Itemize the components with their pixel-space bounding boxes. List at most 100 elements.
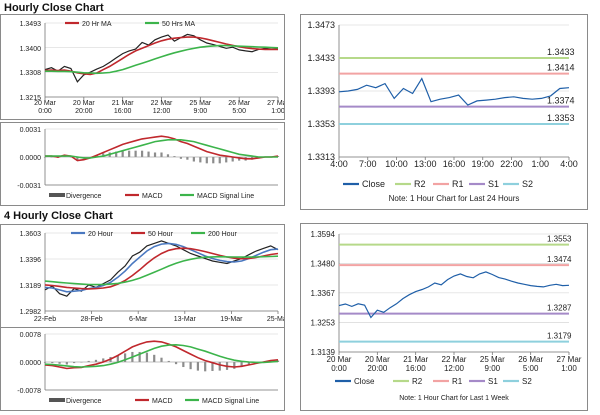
- x-tick-label: 26 Mar 5:00: [518, 355, 543, 373]
- legend-label: Divergence: [66, 193, 102, 200]
- legend-label: R2: [412, 377, 423, 386]
- divergence-bar: [218, 362, 221, 371]
- x-tick-label: 4:00: [560, 159, 578, 169]
- four-hourly-week-panel: 1.3594 1.3480 1.3367 1.3253 1.3139 20 Mar 0:00…: [300, 223, 588, 411]
- divergence-bar: [128, 150, 131, 157]
- divergence-bar: [121, 150, 124, 157]
- divergence-bar: [186, 157, 189, 160]
- legend-label: R2: [414, 179, 426, 189]
- legend-label: S1: [488, 179, 499, 189]
- divergence-bar: [123, 353, 127, 362]
- level-label-r1: 1.3414: [547, 63, 575, 73]
- x-tick-label: 7:00: [359, 159, 377, 169]
- y-tick-label: 1.3189: [20, 283, 42, 290]
- series-line-50-hrs-ma: [45, 44, 279, 75]
- legend-swatch: [49, 193, 65, 197]
- chart-note: Note: 1 Hour Chart for Last 24 Hours: [389, 194, 520, 203]
- series-line-200-hour: [44, 255, 279, 286]
- divergence-bar: [153, 152, 157, 157]
- legend-label: 50 Hour: [148, 231, 174, 238]
- series-line-close: [338, 77, 570, 106]
- divergence-bar: [153, 354, 156, 362]
- y-tick-label: 0.0000: [20, 155, 42, 162]
- y-tick-label: 1.3253: [311, 318, 336, 327]
- x-tick-label: 20 Mar 0:00: [327, 355, 352, 373]
- legend-label: S2: [522, 377, 532, 386]
- series-line-macd-signal-line: [45, 138, 278, 159]
- legend-label: MACD: [142, 193, 163, 200]
- legend-label: 20 Hr MA: [82, 21, 112, 28]
- y-tick-label: 1.3473: [307, 20, 335, 30]
- hourly-macd-chart: 0.0031 0.0000 -0.0031 Divergence MACD MACD Si…: [17, 127, 280, 200]
- divergence-bar: [179, 157, 183, 159]
- divergence-bar: [199, 157, 202, 163]
- divergence-bar: [240, 362, 243, 368]
- y-tick-label: 0.0000: [20, 360, 42, 367]
- divergence-bar: [116, 355, 119, 362]
- series-line-50-hour: [44, 247, 279, 290]
- series-line-20-hr-ma: [44, 36, 278, 76]
- legend-label: MACD Signal Line: [197, 193, 254, 200]
- x-tick-label: 22:00: [500, 159, 523, 169]
- divergence-bar: [212, 157, 215, 164]
- x-tick-label: 20 Mar 0:00: [34, 100, 56, 115]
- y-tick-label: 1.3308: [20, 70, 42, 77]
- divergence-bar: [138, 351, 141, 362]
- x-tick-label: 10:00: [385, 159, 408, 169]
- y-tick-label: 1.3396: [20, 257, 42, 264]
- x-tick-label: 20 Mar 20:00: [365, 355, 390, 373]
- y-tick-label: -0.0078: [17, 388, 41, 395]
- divergence-bar: [147, 151, 150, 157]
- x-tick-label: 16:00: [443, 159, 466, 169]
- hourly-24h-panel: 1.3473 1.3433 1.3393 1.3353 1.3313 4:00 7:00 10…: [300, 14, 588, 210]
- hourly-macd-panel: 0.0031 0.0000 -0.0031 Divergence MACD MACD Si…: [0, 122, 285, 206]
- legend-label: S1: [488, 377, 498, 386]
- x-tick-label: 1:00: [531, 159, 549, 169]
- divergence-bar: [95, 155, 98, 157]
- divergence-bar: [205, 157, 208, 164]
- divergence-bar: [173, 156, 176, 157]
- divergence-bar: [225, 157, 228, 163]
- x-tick-label: 22 Mar 12:00: [442, 355, 467, 373]
- four-hourly-macd-chart: 0.0078 0.0000 -0.0078 Divergence MACD MACD Si…: [17, 332, 280, 405]
- level-label-r1: 1.3474: [547, 255, 572, 264]
- divergence-bar: [145, 352, 149, 362]
- series-line-close: [338, 271, 570, 319]
- y-tick-label: -0.0031: [17, 183, 41, 190]
- divergence-bar: [211, 362, 214, 371]
- x-tick-label: 13-Mar: [174, 316, 197, 323]
- x-tick-label: 25 Mar 9:00: [480, 355, 505, 373]
- series-line-macd: [45, 135, 279, 162]
- y-tick-label: 1.3353: [307, 119, 335, 129]
- divergence-bar: [102, 153, 105, 157]
- y-tick-label: 1.3493: [20, 21, 42, 28]
- divergence-bar: [196, 362, 200, 371]
- divergence-bar: [238, 157, 241, 161]
- series-line-macd: [44, 340, 279, 370]
- legend-label: 200 Hour: [208, 231, 237, 238]
- x-tick-label: 13:00: [414, 159, 437, 169]
- level-label-s2: 1.3353: [547, 113, 575, 123]
- divergence-bar: [247, 362, 250, 365]
- four-hourly-section-title: 4 Hourly Close Chart: [4, 210, 113, 222]
- y-tick-label: 0.0078: [20, 332, 42, 339]
- divergence-bar: [51, 362, 54, 364]
- divergence-bar: [134, 150, 137, 157]
- chart-note: Note: 1 Hour Chart for Last 1 Week: [399, 395, 509, 402]
- x-tick-label: 28-Feb: [81, 316, 103, 323]
- y-tick-label: 1.3400: [20, 46, 42, 53]
- divergence-bar: [174, 362, 178, 365]
- y-tick-label: 1.3215: [20, 95, 42, 102]
- divergence-bar: [182, 362, 185, 368]
- series-line-macd-signal-line: [44, 343, 279, 368]
- divergence-bar: [189, 362, 192, 370]
- y-tick-label: 1.3480: [311, 260, 336, 269]
- legend-label: Divergence: [66, 398, 102, 405]
- divergence-bar: [87, 360, 90, 362]
- y-tick-label: 1.2982: [20, 309, 42, 316]
- x-tick-label: 19:00: [471, 159, 494, 169]
